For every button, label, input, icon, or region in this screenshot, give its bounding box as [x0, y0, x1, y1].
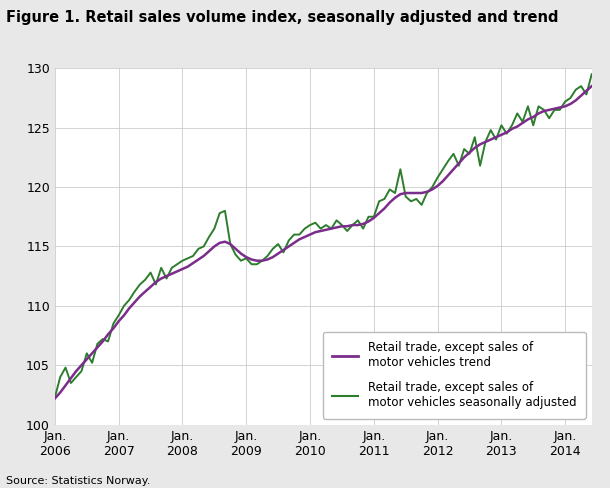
Text: Source: Statistics Norway.: Source: Statistics Norway. [6, 476, 151, 486]
Legend: Retail trade, except sales of
motor vehicles trend, Retail trade, except sales o: Retail trade, except sales of motor vehi… [323, 332, 586, 419]
Text: Figure 1. Retail sales volume index, seasonally adjusted and trend: Figure 1. Retail sales volume index, sea… [6, 10, 559, 25]
